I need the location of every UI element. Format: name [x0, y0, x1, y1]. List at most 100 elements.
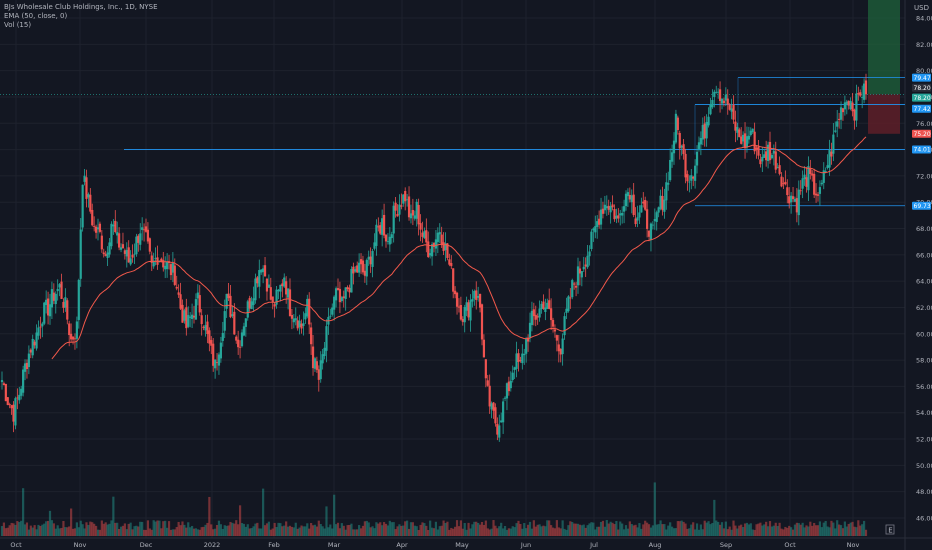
volume-bar: [398, 524, 401, 536]
candle-body: [361, 260, 365, 273]
candle-body: [306, 298, 309, 317]
volume-bar: [582, 524, 585, 536]
candle-body: [110, 223, 113, 247]
candle-body: [413, 215, 416, 219]
candle-body: [573, 283, 576, 285]
volume-bar: [402, 525, 405, 536]
candle-body: [231, 314, 234, 317]
volume-bar: [670, 526, 674, 536]
volume-bar: [718, 524, 722, 536]
candle-body: [87, 194, 90, 198]
currency-label: USD: [914, 4, 929, 12]
candle-body: [634, 218, 637, 225]
volume-bar: [738, 525, 741, 536]
candle-body: [814, 193, 818, 196]
candle-body: [791, 196, 795, 200]
volume-bar: [776, 526, 779, 536]
candle-body: [35, 332, 38, 349]
candle-body: [96, 227, 100, 230]
volume-bar: [555, 520, 558, 536]
volume-bar: [89, 521, 92, 536]
candle-body: [751, 128, 754, 133]
candle-body: [323, 347, 326, 357]
volume-bar: [233, 523, 236, 536]
candle-body: [776, 167, 779, 168]
volume-bar: [319, 524, 322, 536]
volume-bar: [574, 523, 578, 536]
volume-bar: [452, 528, 455, 536]
candle-body: [27, 353, 30, 368]
candle-body: [678, 132, 681, 149]
candle-body: [46, 298, 50, 316]
candle-body: [331, 307, 334, 315]
candle-body: [288, 289, 292, 317]
volume-bar: [127, 523, 130, 536]
volume-bar: [553, 528, 557, 536]
volume-bar: [630, 524, 633, 536]
volume-bar: [352, 529, 355, 536]
volume-bar: [841, 528, 845, 536]
candle-body: [557, 344, 560, 352]
candle-body: [540, 303, 543, 310]
candle-body: [119, 247, 123, 250]
volume-bar: [384, 523, 388, 536]
volume-bar: [304, 526, 307, 536]
candle-body: [544, 307, 547, 312]
candle-body: [563, 316, 566, 336]
volume-bar: [467, 522, 470, 536]
candle-body: [352, 266, 355, 274]
volume-bar: [81, 524, 84, 536]
price-tag-label: 78.20: [914, 85, 931, 92]
candle-body: [615, 215, 618, 219]
x-tick-label: Oct: [784, 541, 796, 549]
volume-bar: [822, 522, 825, 536]
price-axis[interactable]: 84.0082.0080.0078.0076.0074.0072.0070.00…: [916, 15, 932, 523]
volume-bar: [430, 527, 434, 536]
volume-bar: [657, 524, 660, 536]
candle-body: [661, 195, 664, 211]
candle-body: [189, 316, 192, 318]
volume-bar: [638, 523, 641, 536]
volume-bar: [797, 523, 800, 536]
volume-bar: [177, 521, 180, 536]
volume-bar: [183, 524, 186, 536]
candle-body: [838, 118, 841, 120]
events-marker[interactable]: E: [885, 524, 895, 535]
volume-bar: [653, 482, 656, 536]
volume-bar: [784, 526, 787, 536]
candle-body: [14, 398, 17, 426]
time-axis[interactable]: Oct Nov Dec 2022 Feb Mar Apr May Jun Jul Aug Sep Oct…: [10, 541, 859, 549]
volume-bar: [709, 524, 712, 536]
candle-body: [843, 102, 846, 110]
volume-bar: [732, 520, 735, 536]
volume-bar: [423, 523, 426, 536]
volume-bar: [442, 520, 445, 536]
volume-bar: [663, 524, 666, 536]
volume-bar: [853, 526, 856, 536]
volume-bar: [248, 528, 251, 536]
volume-bar: [279, 523, 282, 536]
candle-body: [740, 136, 743, 144]
candle-body: [596, 221, 599, 227]
candle-body: [455, 292, 459, 307]
y-tick-label: 72.00: [916, 172, 932, 180]
volume-bar: [523, 523, 526, 536]
candle-body: [720, 98, 724, 104]
volume-bar: [225, 525, 228, 536]
candle-body: [651, 224, 654, 226]
candle-body: [388, 236, 391, 245]
volume-bar: [215, 525, 219, 536]
volume-bar: [71, 528, 75, 536]
volume-bar: [62, 520, 65, 536]
volume-bar: [622, 529, 626, 536]
candle-body: [448, 259, 451, 265]
volume-bar: [859, 525, 862, 536]
candle-body: [137, 235, 140, 243]
volume-bar: [672, 528, 676, 536]
volume-bar: [244, 526, 247, 536]
volume-bar: [457, 526, 461, 536]
candle-body: [709, 104, 712, 115]
candle-body: [467, 302, 470, 318]
candle-body: [317, 369, 320, 380]
